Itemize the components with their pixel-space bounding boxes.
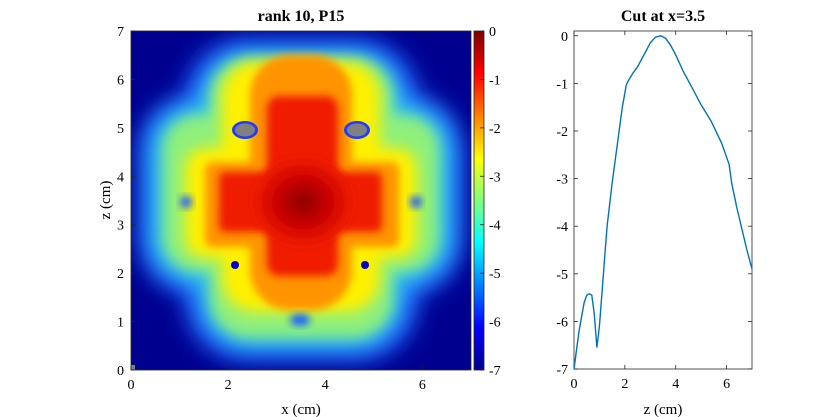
- lineplot-x-tick-label: 2: [621, 377, 628, 392]
- colorbar-tick-label: -2: [489, 122, 501, 137]
- heatmap-hole-lower-right: [361, 261, 369, 269]
- heatmap-well-right: [410, 196, 422, 208]
- heatmap-grey-blob-right: [347, 123, 367, 137]
- heatmap-well-left: [180, 196, 192, 208]
- heatmap-x-tick-label: 6: [419, 378, 426, 393]
- lineplot-y-tick-label: 0: [561, 30, 568, 45]
- lineplot-x-tick-label: 4: [672, 377, 679, 392]
- lineplot-x-label: z (cm): [644, 402, 683, 417]
- colorbar-tick-label: -5: [489, 267, 501, 282]
- colorbar: 0 -1 -2 -3 -4 -5 -6 -7: [473, 25, 501, 379]
- heatmap-grey-corner: [131, 365, 135, 370]
- lineplot-y-ticks: 0 -1 -2 -3 -4 -5 -6 -7: [556, 30, 752, 378]
- heatmap-y-tick-label: 1: [117, 316, 124, 331]
- heatmap-y-tick-label: 2: [117, 267, 124, 282]
- heatmap-x-tick-label: 4: [322, 378, 329, 393]
- lineplot-y-tick-label: -5: [556, 268, 568, 283]
- heatmap-x-tick-label: 2: [225, 378, 232, 393]
- colorbar-tick-label: 0: [489, 25, 496, 40]
- heatmap-x-ticks: 0 2 4 6: [128, 366, 426, 393]
- heatmap-y-label: z (cm): [98, 181, 114, 220]
- heatmap-title: rank 10, P15: [258, 8, 345, 25]
- heatmap-x-label: x (cm): [281, 402, 321, 417]
- heatmap-y-tick-label: 7: [117, 25, 124, 40]
- colorbar-gradient: [474, 31, 484, 370]
- lineplot-y-tick-label: -2: [556, 125, 568, 140]
- lineplot-axes-box: [573, 30, 753, 370]
- colorbar-tick-label: -3: [489, 170, 501, 185]
- colorbar-box: [473, 30, 485, 371]
- lineplot-series-line: [573, 35, 753, 370]
- heatmap-grey-blob-left: [235, 123, 255, 137]
- heatmap-y-tick-label: 5: [117, 122, 124, 137]
- heatmap-y-tick-label: 3: [117, 219, 124, 234]
- lineplot-y-tick-label: -7: [556, 363, 568, 378]
- colorbar-tick-label: -1: [489, 73, 501, 88]
- colorbar-tick-label: -4: [489, 219, 501, 234]
- lineplot-x-tick-label: 0: [571, 377, 578, 392]
- heatmap-core: [253, 158, 353, 246]
- lineplot-x-tick-label: 6: [723, 377, 730, 392]
- heatmap-hole-lower-left: [231, 261, 239, 269]
- lineplot-y-tick-label: -4: [556, 220, 568, 235]
- lineplot-title: Cut at x=3.5: [621, 8, 705, 25]
- heatmap-axes-box: [130, 30, 472, 371]
- heatmap-x-tick-label: 0: [128, 378, 135, 393]
- colorbar-ticks: 0 -1 -2 -3 -4 -5 -6 -7: [480, 25, 501, 379]
- heatmap-well-bottom: [290, 314, 310, 326]
- lineplot-y-tick-label: -1: [556, 77, 568, 92]
- lineplot-y-tick-label: -3: [556, 173, 568, 188]
- lineplot-panel: Cut at x=3.5 0 2 4 6 0 -1 -2 -3 -4 -5 -6 -7 z (cm): [556, 8, 753, 417]
- colorbar-tick-label: -7: [489, 364, 501, 379]
- heatmap-panel: rank 10, P15: [98, 8, 472, 417]
- heatmap-y-tick-label: 6: [117, 73, 124, 88]
- heatmap-image: [131, 31, 471, 370]
- heatmap-y-tick-label: 0: [117, 364, 124, 379]
- lineplot-y-tick-label: -6: [556, 315, 568, 330]
- heatmap-y-tick-label: 4: [117, 170, 124, 185]
- heatmap-y-ticks: 0 1 2 3 4 5 6 7: [117, 25, 135, 379]
- colorbar-tick-label: -6: [489, 316, 501, 331]
